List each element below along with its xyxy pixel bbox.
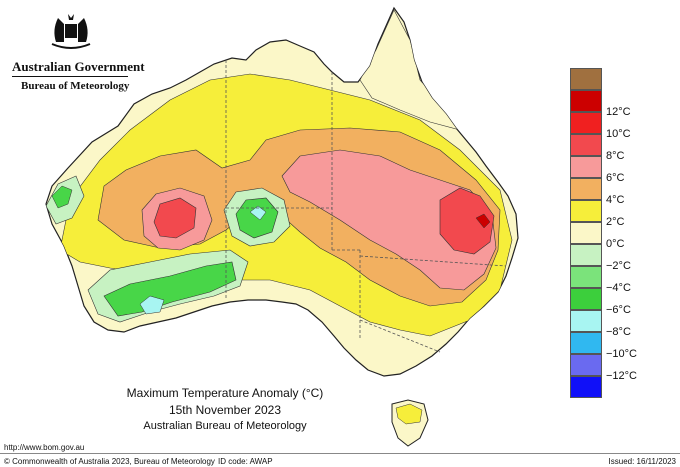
- legend-label: −2°C: [606, 260, 631, 272]
- border-qld-nsw: [359, 255, 507, 267]
- anomaly-plus8-west: [153, 197, 197, 239]
- legend-swatch: [570, 156, 602, 178]
- footer-issued: Issued: 16/11/2023: [608, 457, 676, 466]
- legend-label: −12°C: [606, 370, 638, 382]
- anomaly-minus6-south: [139, 295, 165, 315]
- legend-swatch: [570, 178, 602, 200]
- footer-copyright: © Commonwealth of Australia 2023, Bureau…: [4, 457, 215, 466]
- legend-swatch: [570, 266, 602, 288]
- legend-label: −4°C: [606, 282, 631, 294]
- legend-swatch: [570, 90, 602, 112]
- government-divider: [12, 76, 128, 77]
- legend-label: −8°C: [606, 326, 631, 338]
- legend-swatch: [570, 112, 602, 134]
- anomaly-plus10-spot: [475, 213, 491, 229]
- legend-swatch: [570, 222, 602, 244]
- anomaly-plus8-east: [439, 187, 495, 255]
- map-agency: Australian Bureau of Meteorology: [143, 420, 307, 432]
- anomaly-minus4-south: [103, 261, 237, 317]
- anomaly-plus6-east: [281, 149, 497, 291]
- legend-swatch: [570, 200, 602, 222]
- bureau-title: Bureau of Meteorology: [21, 80, 130, 92]
- map-date: 15th November 2023: [168, 403, 282, 417]
- government-title: Australian Government: [12, 59, 145, 74]
- legend-label: 6°C: [606, 172, 625, 184]
- legend-swatch: [570, 68, 602, 90]
- legend-label: 4°C: [606, 194, 625, 206]
- legend-label: −6°C: [606, 304, 631, 316]
- map-title-block: Maximum Temperature Anomaly (°C) 15th No…: [100, 386, 350, 432]
- anomaly-minus4-west: [51, 185, 73, 209]
- anomaly-minus6-central: [249, 205, 267, 221]
- footer-divider: [0, 453, 680, 454]
- legend-swatch: [570, 376, 602, 398]
- legend-swatch: [570, 288, 602, 310]
- legend-swatch: [570, 244, 602, 266]
- legend-swatch: [570, 332, 602, 354]
- tasmania-plus2: [395, 403, 423, 425]
- legend-swatch: [570, 310, 602, 332]
- legend-swatch: [570, 134, 602, 156]
- legend-swatch: [570, 354, 602, 376]
- legend-label: 12°C: [606, 106, 631, 118]
- coat-of-arms-icon: [51, 14, 91, 49]
- legend-label: −10°C: [606, 348, 638, 360]
- legend-label: 0°C: [606, 238, 625, 250]
- border-nsw-vic: [359, 319, 441, 353]
- legend-label: 10°C: [606, 128, 631, 140]
- map-title: Maximum Temperature Anomaly (°C): [126, 386, 324, 400]
- legend-label: 2°C: [606, 216, 625, 228]
- footer-id-code: ID code: AWAP: [218, 457, 273, 466]
- government-logo: [6, 8, 134, 98]
- footer-url[interactable]: http://www.bom.gov.au: [4, 443, 85, 452]
- legend-label: 8°C: [606, 150, 625, 162]
